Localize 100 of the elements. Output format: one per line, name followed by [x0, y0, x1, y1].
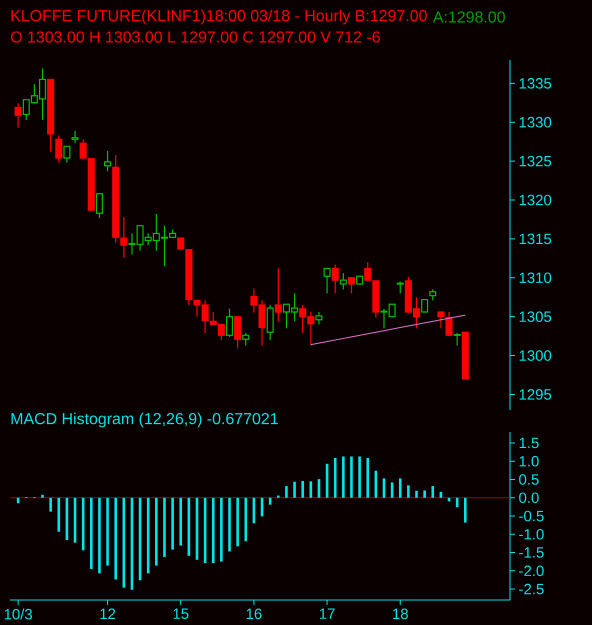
candlestick	[340, 272, 347, 290]
y-tick-label: 1305	[520, 311, 552, 322]
bar	[49, 498, 52, 512]
text: A:1298.00	[432, 11, 505, 23]
bar	[415, 490, 418, 498]
y-tick-label: 1335	[520, 78, 552, 89]
bar	[342, 456, 345, 498]
candlestick	[63, 146, 70, 164]
candlestick	[324, 268, 331, 294]
y-tick-label: 1325	[520, 156, 552, 166]
x-tick-label: 17	[320, 608, 335, 619]
candlestick	[454, 332, 461, 346]
y-tick-label: -1.5	[519, 547, 544, 558]
candlestick	[332, 264, 339, 294]
bar	[326, 464, 328, 498]
y-tick-label: 1.0	[520, 456, 539, 467]
bar	[456, 498, 458, 508]
bar	[82, 498, 84, 550]
bar	[66, 498, 68, 540]
candlestick	[104, 150, 112, 172]
candlestick	[274, 268, 282, 322]
bar	[440, 492, 442, 498]
candlestick	[96, 193, 103, 218]
bar	[310, 481, 312, 498]
bar	[390, 482, 394, 498]
bar	[244, 498, 248, 542]
bar	[423, 490, 426, 498]
bar	[236, 498, 239, 546]
bar	[163, 498, 166, 557]
y-tick-label: 1300	[520, 350, 552, 361]
bar	[155, 498, 158, 566]
y-tick-label: -1.0	[519, 528, 544, 540]
candlestick	[396, 281, 404, 294]
bar	[106, 498, 109, 566]
bar	[464, 498, 467, 523]
bar	[268, 498, 272, 505]
bar	[228, 498, 231, 552]
y-tick-label: -2.0	[519, 565, 544, 576]
bar	[301, 480, 304, 498]
bar	[431, 486, 434, 498]
y-tick-label: 1310	[520, 272, 552, 284]
candlestick	[364, 262, 372, 282]
bar	[285, 486, 288, 498]
bar	[188, 498, 190, 556]
bar	[196, 498, 198, 560]
y-tick-label: 0.0	[519, 492, 539, 504]
bar	[350, 456, 353, 498]
bar	[57, 498, 60, 532]
bar	[382, 478, 386, 498]
bar	[220, 498, 223, 562]
bar	[90, 498, 93, 569]
y-tick-label: 1.5	[520, 438, 539, 448]
bar	[358, 456, 361, 498]
chart-title: KLOFFE FUTURE(KLINF1)18:00 03/18 - Hourly B:1297.00	[12, 10, 427, 24]
bar	[171, 498, 174, 550]
y-tick-label: -0.5	[519, 510, 544, 522]
bar	[16, 498, 20, 504]
candlestick	[14, 102, 22, 128]
bar	[122, 498, 126, 588]
y-tick-label: 0.5	[519, 474, 539, 485]
bar	[334, 458, 337, 498]
x-tick-label: 10/3	[4, 608, 32, 620]
bar	[212, 498, 215, 564]
bar	[130, 498, 134, 590]
bar	[138, 498, 142, 580]
bar	[204, 498, 206, 564]
bar	[98, 498, 101, 574]
bar	[318, 479, 320, 498]
bar	[146, 498, 150, 574]
bar	[41, 494, 44, 498]
candlestick	[315, 311, 322, 326]
y-tick-label: 1330	[520, 116, 552, 128]
bar	[366, 458, 370, 498]
y-tick-label: -2.5	[519, 584, 544, 594]
candlestick	[226, 308, 234, 338]
candlestick	[421, 298, 428, 313]
bar	[74, 498, 76, 543]
bar	[252, 498, 256, 524]
x-tick-label: 16	[246, 608, 262, 620]
y-tick-label: 1295	[520, 389, 552, 400]
bar	[293, 482, 296, 498]
bar	[448, 498, 450, 502]
y-tick-label: 1315	[520, 234, 552, 244]
chart-title: MACD Histogram (12,26,9) -0.677021	[12, 412, 278, 428]
bar	[407, 485, 410, 498]
bar	[374, 470, 378, 498]
candlestick	[72, 130, 79, 144]
candlestick	[55, 134, 62, 164]
candlestick	[234, 316, 242, 350]
candlestick	[348, 277, 355, 294]
x-tick-label: 18	[393, 608, 408, 620]
candlestick	[242, 332, 250, 346]
y-tick-label: 1320	[520, 194, 552, 206]
bar	[179, 498, 182, 546]
candlestick	[429, 288, 436, 301]
bar	[398, 478, 402, 498]
x-tick-label: 15	[174, 608, 188, 619]
x-tick-label: 12	[100, 608, 116, 619]
chart-subtitle: O 1303.00 H 1303.00 L 1297.00 C 1297.00 V 712 -6	[10, 31, 380, 43]
bar	[260, 498, 264, 516]
